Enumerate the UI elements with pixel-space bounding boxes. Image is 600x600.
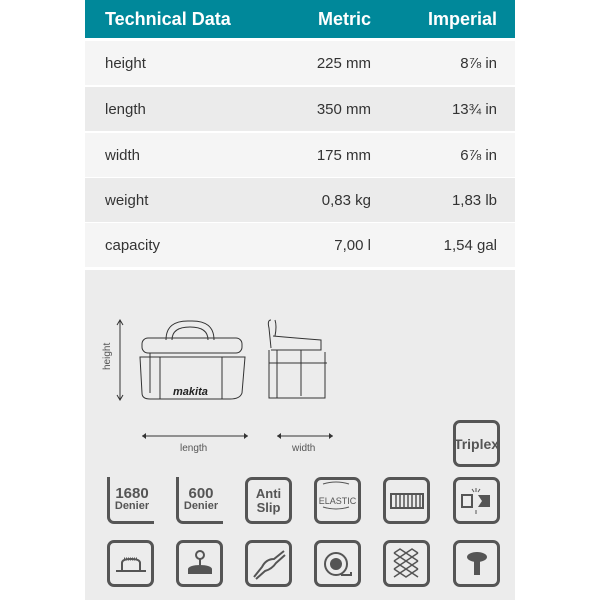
row-metric: 0,83 kg xyxy=(321,192,371,209)
denier-1680-icon: 1680 Denier xyxy=(107,477,154,524)
row-label: weight xyxy=(105,192,149,209)
load-capacity-icon xyxy=(176,540,223,587)
table-row: length 350 mm 13¾ in xyxy=(85,87,515,131)
length-arrow xyxy=(142,433,248,439)
table-row: height 225 mm 8⅞ in xyxy=(85,41,515,85)
row-metric: 225 mm xyxy=(316,55,371,72)
anti-slip-line1: Anti xyxy=(255,485,282,501)
tech-data-panel: Technical Data Metric Imperial height 22… xyxy=(85,0,515,600)
table-header: Technical Data Metric Imperial xyxy=(85,0,515,38)
table-row: width 175 mm 6⅞ in xyxy=(85,133,515,177)
padded-base-icon xyxy=(107,540,154,587)
shoulder-strap-icon xyxy=(245,540,292,587)
triplex-icon: Triplex xyxy=(453,420,500,467)
denier-unit: Denier xyxy=(183,500,219,512)
row-label: width xyxy=(105,147,141,164)
header-technical-data: Technical Data xyxy=(105,9,231,29)
width-label: width xyxy=(292,443,316,454)
row-imperial: 1,54 gal xyxy=(443,237,497,254)
length-label: length xyxy=(180,443,208,454)
header-imperial: Imperial xyxy=(427,9,497,29)
anti-slip-icon: Anti Slip xyxy=(245,477,292,524)
denier-unit: Denier xyxy=(114,500,150,512)
row-imperial: 1,83 lb xyxy=(451,192,497,209)
table-row: weight 0,83 kg 1,83 lb xyxy=(85,178,515,222)
row-imperial: 8⅞ in xyxy=(460,55,497,72)
height-label: height xyxy=(102,342,113,370)
triplex-label: Triplex xyxy=(453,435,500,452)
elastic-label: ELASTIC xyxy=(318,495,357,506)
row-metric: 7,00 l xyxy=(334,237,371,254)
row-metric: 350 mm xyxy=(316,101,371,118)
row-label: length xyxy=(105,101,146,118)
product-illustration-area: height makita length width Triplex 1680 … xyxy=(85,270,515,600)
row-imperial: 13¾ in xyxy=(451,101,497,118)
denier-number: 600 xyxy=(188,485,214,502)
mesh-fabric-icon xyxy=(383,540,430,587)
row-imperial: 6⅞ in xyxy=(460,147,497,164)
denier-number: 1680 xyxy=(115,485,149,502)
row-label: height xyxy=(105,55,146,72)
elastic-icon: ELASTIC xyxy=(314,477,361,524)
header-metric: Metric xyxy=(317,9,371,29)
tape-measure-icon xyxy=(314,540,361,587)
webbing-icon xyxy=(383,477,430,524)
width-arrow xyxy=(277,433,333,439)
rivet-icon xyxy=(453,540,500,587)
bag-side-drawing xyxy=(267,319,327,399)
row-metric: 175 mm xyxy=(316,147,371,164)
bag-front-drawing xyxy=(116,319,246,401)
buckle-icon xyxy=(453,477,500,524)
denier-600-icon: 600 Denier xyxy=(176,477,223,524)
row-label: capacity xyxy=(105,237,161,254)
makita-logo: makita xyxy=(173,386,208,398)
table-row: capacity 7,00 l 1,54 gal xyxy=(85,223,515,267)
anti-slip-line2: Slip xyxy=(256,499,281,515)
